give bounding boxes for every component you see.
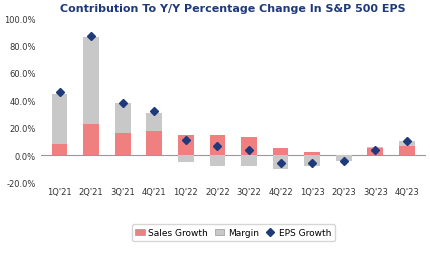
Bar <box>399 146 415 155</box>
Bar <box>115 104 131 134</box>
Bar <box>367 147 383 149</box>
Legend: Sales Growth, Margin, EPS Growth: Sales Growth, Margin, EPS Growth <box>132 225 335 241</box>
Bar <box>83 124 99 155</box>
Bar <box>178 135 194 155</box>
Bar <box>147 113 162 131</box>
Bar <box>304 153 320 155</box>
Title: Contribution To Y/Y Percentage Change In S&P 500 EPS: Contribution To Y/Y Percentage Change In… <box>61 4 406 14</box>
Bar <box>336 155 352 161</box>
Bar <box>241 138 257 155</box>
Bar <box>178 155 194 162</box>
Bar <box>52 94 68 145</box>
Bar <box>147 131 162 155</box>
Bar <box>241 155 257 166</box>
Bar <box>115 134 131 155</box>
Bar <box>209 135 225 155</box>
Bar <box>367 149 383 155</box>
Bar <box>209 155 225 166</box>
Bar <box>52 145 68 155</box>
Bar <box>273 149 289 155</box>
Bar <box>83 38 99 124</box>
Bar <box>273 155 289 169</box>
Bar <box>304 155 320 166</box>
Bar <box>399 142 415 146</box>
